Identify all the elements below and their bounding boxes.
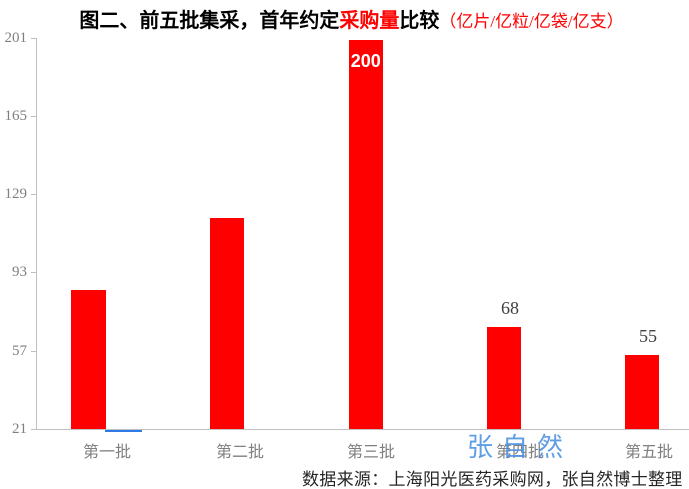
title-highlight: 采购量 (339, 10, 400, 32)
bar-3 (348, 39, 384, 429)
y-tick-mark (31, 429, 36, 430)
y-tick-mark (31, 272, 36, 274)
y-tick-label: 201 (4, 29, 28, 46)
title-unit-note: （亿片/亿粒/亿袋/亿支） (439, 12, 624, 31)
y-tick-mark (31, 37, 36, 39)
y-tick-mark (31, 194, 36, 196)
title-prefix: 图二、前五批集采，首年约定 (79, 10, 340, 32)
bar-value-label: 68 (501, 297, 519, 318)
bar-4 (486, 326, 522, 429)
x-tick-label-3: 第三批 (346, 444, 395, 461)
bar-2 (209, 218, 245, 429)
bar-value-label: 55 (639, 326, 657, 347)
y-tick-mark (31, 115, 36, 117)
x-tick-label-4: 第四批 (495, 444, 544, 461)
chart-title: 图二、前五批集采，首年约定采购量比较（亿片/亿粒/亿袋/亿支） (0, 4, 689, 33)
x-tick-label-2: 第二批 (215, 444, 264, 461)
watermark: 张自然 (467, 433, 573, 462)
x-axis-line (36, 429, 689, 430)
source-note: 数据来源：上海阳光医药采购网，张自然博士整理 (302, 470, 683, 489)
secondary-series-marker (105, 429, 142, 432)
y-tick-label: 57 (12, 342, 27, 359)
y-axis-line (36, 37, 37, 430)
bar-1 (71, 289, 106, 429)
x-tick-label-5: 第五批 (624, 444, 673, 461)
y-tick-label: 21 (12, 421, 27, 437)
y-tick-label: 129 (4, 186, 28, 203)
y-tick-label: 93 (12, 264, 27, 281)
y-tick-mark (31, 350, 36, 352)
title-suffix: 比较 (399, 10, 440, 32)
y-tick-label: 165 (4, 107, 28, 124)
x-tick-label-1: 第一批 (82, 444, 131, 461)
bar-value-label: 200 (350, 50, 381, 71)
bar-5 (624, 355, 660, 429)
